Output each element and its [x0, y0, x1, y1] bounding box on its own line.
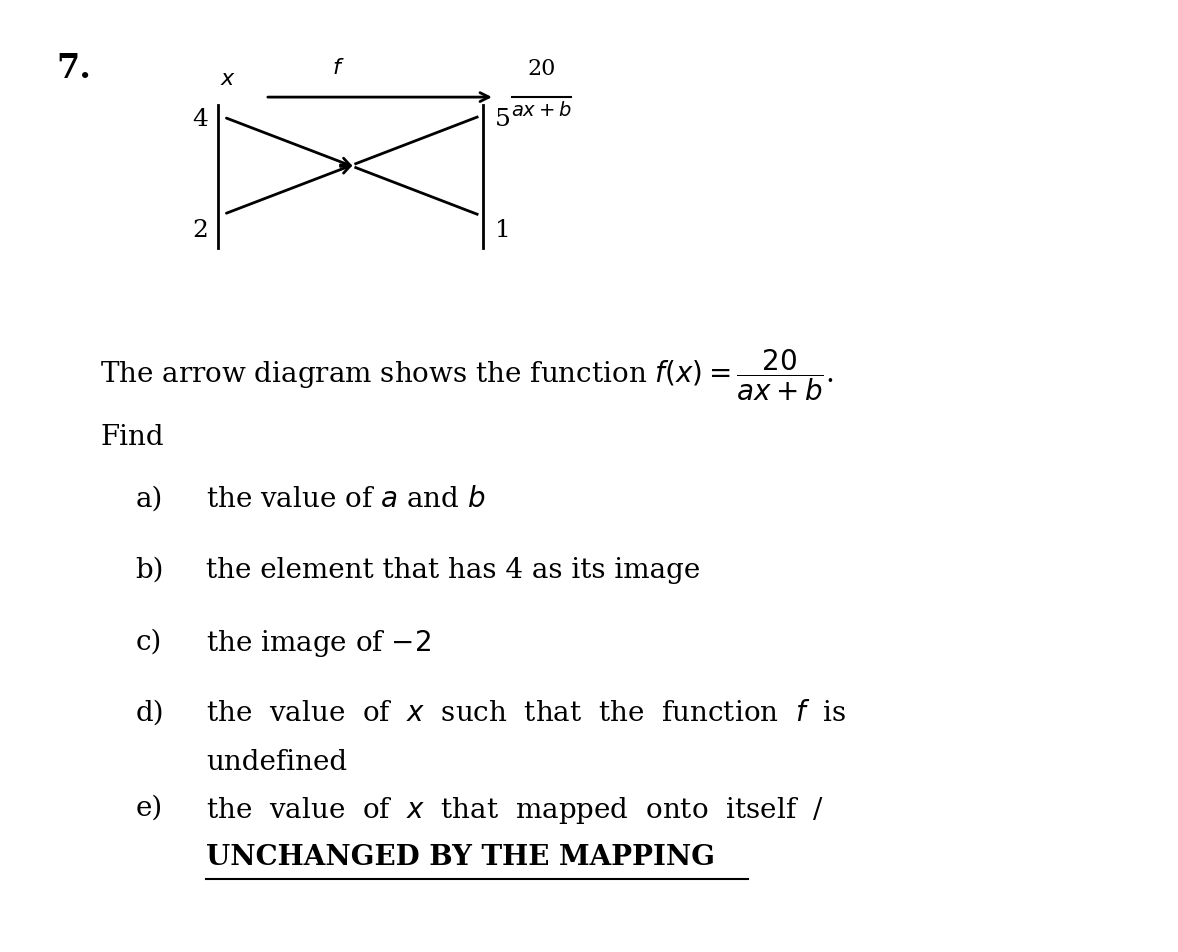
Text: UNCHANGED BY THE MAPPING: UNCHANGED BY THE MAPPING — [206, 844, 715, 871]
Text: 1: 1 — [495, 219, 510, 242]
Text: $f$: $f$ — [332, 57, 345, 79]
Text: c): c) — [135, 628, 161, 655]
Text: 2: 2 — [193, 219, 209, 242]
Text: e): e) — [135, 795, 163, 822]
Text: the  value  of  $x$  such  that  the  function  $f$  is: the value of $x$ such that the function … — [206, 700, 847, 726]
Text: 5: 5 — [495, 108, 510, 130]
Text: 20: 20 — [528, 58, 556, 80]
Text: The arrow diagram shows the function $f(x) = \dfrac{20}{ax+b}$.: The arrow diagram shows the function $f(… — [100, 347, 834, 403]
Text: b): b) — [135, 557, 164, 584]
Text: d): d) — [135, 700, 164, 726]
Text: the  value  of  $x$  that  mapped  onto  itself  /: the value of $x$ that mapped onto itself… — [206, 795, 825, 826]
Text: the value of $a$ and $b$: the value of $a$ and $b$ — [206, 486, 485, 512]
Text: 7.: 7. — [57, 52, 92, 86]
Text: undefined: undefined — [206, 749, 348, 776]
Text: $ax + b$: $ax + b$ — [511, 101, 573, 120]
Text: the image of $-2$: the image of $-2$ — [206, 628, 431, 660]
Text: the element that has 4 as its image: the element that has 4 as its image — [206, 557, 701, 584]
Text: $x$: $x$ — [220, 69, 237, 90]
Text: 4: 4 — [193, 108, 209, 130]
Text: Find: Find — [100, 424, 164, 450]
Text: a): a) — [135, 486, 163, 512]
